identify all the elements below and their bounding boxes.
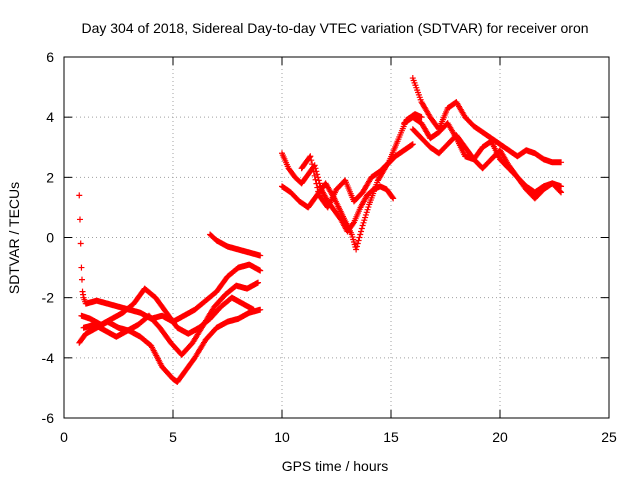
x-tick-label: 15 <box>383 429 399 445</box>
series-segment-c <box>78 285 257 337</box>
x-tick-label: 25 <box>601 429 617 445</box>
x-tick-label: 5 <box>169 429 177 445</box>
data-points <box>76 75 565 385</box>
series-segment-d <box>80 279 262 358</box>
data-point-markers <box>401 114 565 202</box>
x-tick-label: 10 <box>274 429 290 445</box>
y-tick-label: 2 <box>46 169 54 185</box>
x-tick-label: 0 <box>60 429 68 445</box>
y-tick-label: -2 <box>42 290 55 306</box>
y-tick-label: 0 <box>46 230 54 246</box>
series-segment-i <box>409 75 565 166</box>
axis-ticks: 0 5 10 15 20 25 -6 -4 -2 0 2 4 6 <box>42 49 617 445</box>
chart-title: Day 304 of 2018, Sidereal Day-to-day VTE… <box>81 20 588 36</box>
data-point-markers <box>409 75 565 166</box>
y-tick-label: 4 <box>46 109 54 125</box>
data-point-markers <box>80 279 262 358</box>
x-tick-label: 20 <box>492 429 508 445</box>
data-point-markers <box>76 192 264 325</box>
y-tick-label: 6 <box>46 49 54 65</box>
y-tick-label: -6 <box>42 410 55 426</box>
grid-lines <box>64 57 609 418</box>
series-segment-k <box>401 114 565 202</box>
series-segment-a <box>76 192 264 325</box>
series-segment-e <box>207 231 264 259</box>
data-point-markers <box>78 285 257 337</box>
y-tick-label: -4 <box>42 350 55 366</box>
x-axis-label: GPS time / hours <box>282 458 389 474</box>
data-point-markers <box>207 231 264 259</box>
y-axis-label: SDTVAR / TECUs <box>6 182 22 294</box>
